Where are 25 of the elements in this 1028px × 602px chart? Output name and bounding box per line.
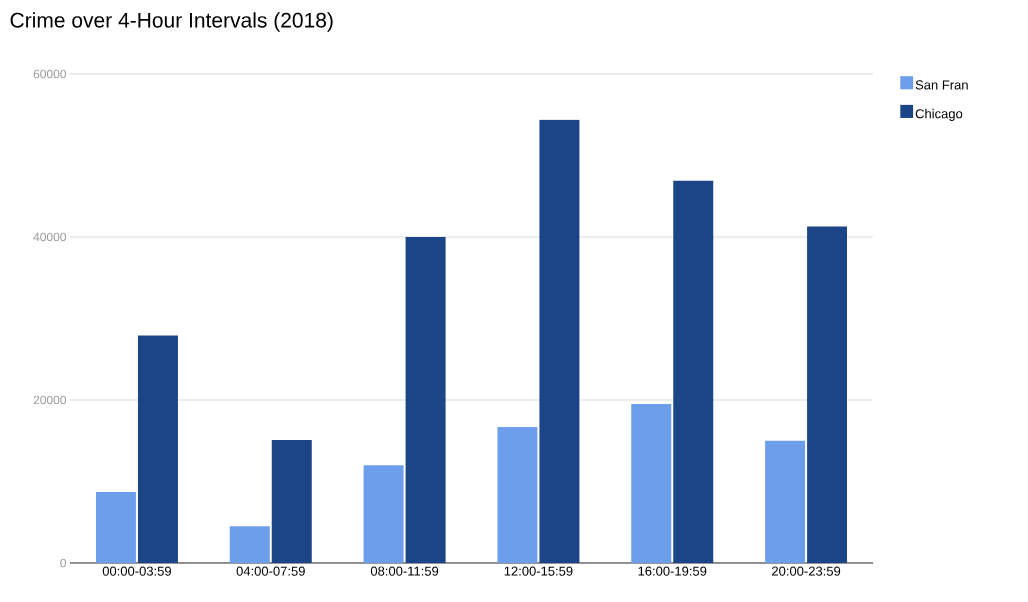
bar [807,226,848,563]
legend-label: San Fran [915,80,968,90]
bar [673,180,714,563]
bar [405,236,446,563]
bar [229,526,270,563]
y-tick-label: 40000 [33,232,67,242]
x-tick-label: 20:00-23:59 [772,566,841,576]
legend-label: Chicago [915,108,963,121]
x-tick-label: 12:00-15:59 [504,566,573,576]
x-tick-label: 16:00-19:59 [638,566,707,576]
x-tick-label: 04:00-07:59 [236,566,305,576]
chart-title: Crime over 4-Hour Intervals (2018) [10,12,333,32]
x-tick-label: 08:00-11:59 [370,566,439,576]
bar [497,426,538,563]
bar [363,465,404,563]
bar [765,440,806,563]
y-tick-label: 60000 [33,69,67,79]
bar [95,492,136,563]
bar [539,119,580,563]
x-tick-label: 00:00-03:59 [102,566,171,576]
bar [137,335,178,563]
bar [631,404,672,563]
y-tick-label: 0 [60,558,67,568]
y-tick-label: 20000 [33,395,67,405]
bar [271,439,312,563]
